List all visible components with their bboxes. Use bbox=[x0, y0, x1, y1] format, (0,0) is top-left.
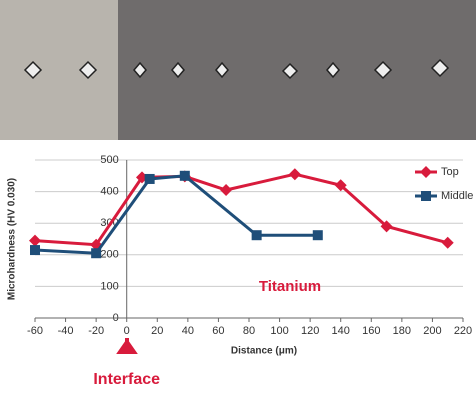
annotation: Interface bbox=[93, 371, 160, 388]
x-axis-label: Distance (μm) bbox=[231, 346, 297, 357]
x-tick-label: 160 bbox=[362, 325, 380, 337]
y-axis-label: Microhardness (HV 0.030) bbox=[7, 178, 18, 300]
y-tick-label: 200 bbox=[100, 249, 118, 261]
x-tick-label: 220 bbox=[454, 325, 472, 337]
marker bbox=[289, 168, 301, 180]
x-tick-label: 20 bbox=[151, 325, 163, 337]
marker bbox=[91, 248, 101, 258]
series-line bbox=[35, 174, 448, 244]
x-tick-label: -60 bbox=[27, 325, 43, 337]
marker bbox=[29, 235, 41, 247]
x-tick-label: -40 bbox=[58, 325, 74, 337]
x-tick-label: 80 bbox=[243, 325, 255, 337]
legend-marker bbox=[420, 166, 432, 178]
x-tick-label: 100 bbox=[270, 325, 288, 337]
marker bbox=[442, 237, 454, 249]
marker bbox=[220, 184, 232, 196]
series-line bbox=[35, 176, 318, 253]
x-tick-label: 200 bbox=[423, 325, 441, 337]
y-tick-label: 500 bbox=[100, 154, 118, 166]
y-tick-label: 400 bbox=[100, 186, 118, 198]
x-tick-label: 120 bbox=[301, 325, 319, 337]
interface-arrow bbox=[120, 338, 134, 352]
marker bbox=[313, 230, 323, 240]
x-tick-label: 180 bbox=[393, 325, 411, 337]
x-tick-label: 40 bbox=[182, 325, 194, 337]
legend-label: Top bbox=[441, 166, 459, 178]
micrograph bbox=[0, 0, 476, 140]
page: 0100200300400500-60-40-20020406080100120… bbox=[0, 0, 476, 392]
annotation: Titanium bbox=[259, 278, 321, 295]
y-tick-label: 100 bbox=[100, 280, 118, 292]
marker bbox=[30, 245, 40, 255]
marker bbox=[145, 174, 155, 184]
x-tick-label: 0 bbox=[124, 325, 130, 337]
x-tick-label: 60 bbox=[212, 325, 224, 337]
x-tick-label: 140 bbox=[332, 325, 350, 337]
x-tick-label: -20 bbox=[88, 325, 104, 337]
marker bbox=[180, 171, 190, 181]
micrograph-steel bbox=[0, 0, 118, 140]
legend-label: Middle bbox=[441, 190, 473, 202]
marker bbox=[252, 230, 262, 240]
legend-marker bbox=[421, 191, 431, 201]
